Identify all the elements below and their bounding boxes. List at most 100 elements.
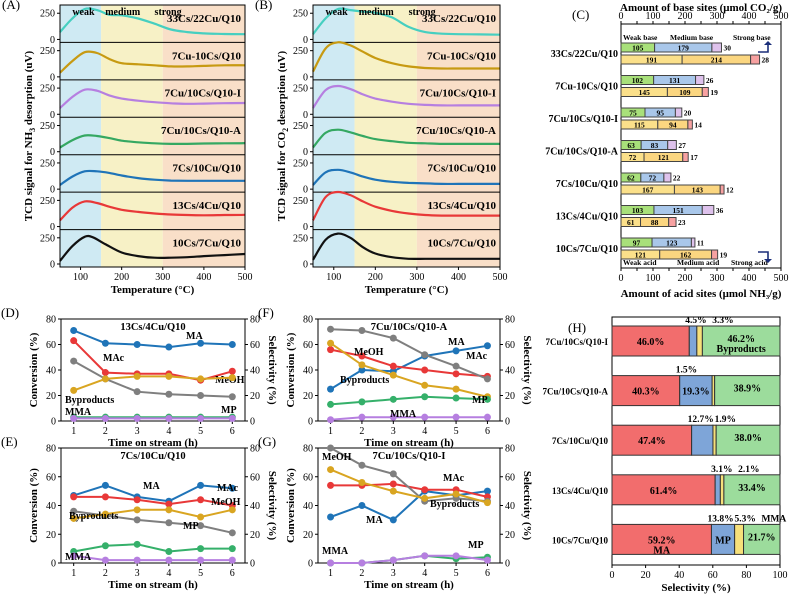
data-point (133, 556, 141, 564)
data-point (389, 413, 397, 421)
bar-value-label: 102 (632, 76, 644, 85)
bar-value-label: 179 (678, 44, 690, 53)
data-point (101, 369, 109, 377)
tpd-curve (312, 7, 501, 36)
series-line-Byproducts (330, 468, 488, 504)
x-tick-label-bottom: 300 (710, 273, 725, 284)
bar-value-label: 17 (690, 153, 698, 162)
y-tick-label: 20 (46, 530, 56, 541)
x-tick-label: 500 (493, 272, 508, 283)
tos-panel-D: 0 0 20 20 40 40 60 60 80 80 1 2 3 4 5 6 Time on stream (… (1, 305, 278, 449)
data-point (452, 413, 460, 421)
data-point (327, 346, 335, 354)
series-label-MAc: MAc (466, 351, 488, 362)
x-axis-title: Time on stream (h) (364, 437, 454, 449)
bar-value-label: 109 (679, 88, 691, 97)
y-tick-label: 250 (293, 46, 308, 57)
bar-strong-base (701, 205, 715, 215)
data-point (228, 556, 236, 564)
y-tick-label: 60 (46, 340, 56, 351)
x-tick-label-top: 0 (619, 11, 624, 22)
bar-MP (691, 424, 714, 456)
y2-tick-label: 0 (250, 559, 255, 570)
data-point (228, 367, 236, 375)
y-tick-label: 250 (40, 233, 55, 244)
data-point (421, 552, 429, 560)
bar-Byproducts (715, 424, 781, 456)
x-tick-label: 0 (610, 570, 615, 581)
bar-strong-acid (668, 217, 677, 227)
bar-value-label: 94 (669, 121, 677, 130)
data-point (133, 341, 141, 348)
selectivity-panel: 0 20 40 60 80 100 Selectivity (%) (H) 7Cu/10Cs/Q… (542, 316, 787, 594)
y-tick-label: 250 (40, 9, 55, 20)
panel-title: 7Cu/10Cs/Q10-A (371, 322, 448, 333)
bar-value-label: 47.4% (638, 436, 666, 447)
bar-MP (714, 474, 721, 506)
y-axis-title: Conversion (%) (28, 332, 40, 407)
zone-strong (416, 5, 500, 267)
category-label: 13Cs/4Cu/Q10 (556, 212, 618, 223)
y2-tick-label: 20 (250, 391, 260, 402)
series-line-MAc (330, 348, 488, 378)
data-point (133, 414, 141, 422)
data-point (228, 529, 236, 537)
y-tick-label: 20 (46, 391, 56, 402)
category-label: 7Cu/10Cs/Q10-A (545, 147, 619, 158)
bar-value-label: 46.2% (727, 334, 755, 345)
y-tick-label: 0 (50, 185, 55, 196)
y-tick-label: 0 (50, 147, 55, 158)
bar-value-label: 123 (666, 239, 678, 248)
y-tick-label: 250 (293, 84, 308, 95)
tpd-curve (312, 84, 500, 109)
data-point (165, 414, 173, 422)
arrow-up-icon (758, 43, 769, 53)
data-point (327, 400, 335, 408)
y2-tick-label: 80 (505, 444, 515, 455)
y-tick-label: 250 (40, 196, 55, 207)
y2-tick-label: 40 (250, 501, 260, 512)
category-label: 7Cu/10Cs/Q10-I (545, 337, 608, 347)
y2-axis-title: Selectivity (%) (266, 471, 278, 541)
x-tick-label: 4 (166, 568, 171, 579)
panel-title: 7Cu/10Cs/Q10-I (373, 451, 446, 462)
x-tick-label-top: 400 (742, 11, 757, 22)
tpd-curve (312, 168, 500, 186)
bar-MMA (696, 325, 703, 357)
data-point (197, 375, 205, 383)
data-point (358, 479, 366, 486)
y-tick-label: 250 (293, 121, 308, 132)
x-tick-label: 2 (359, 426, 364, 437)
x-tick-label: 3 (135, 568, 140, 579)
data-point (228, 374, 236, 382)
x-tick-label: 3 (391, 568, 396, 579)
data-point (101, 493, 109, 501)
series-label: 7Cu/10Cs/Q10-I (420, 88, 496, 100)
y-axis-title-part: TCD signal for NH (23, 131, 35, 221)
bar-strong-acid (687, 119, 693, 130)
y2-tick-label: 60 (505, 340, 515, 351)
data-point (165, 500, 173, 508)
x-tick-label: 5 (198, 568, 203, 579)
category-label: 10Cs/7Cu/Q10 (552, 535, 609, 545)
y-tick-label: 40 (303, 501, 313, 512)
bar-value-label: 26 (706, 76, 714, 85)
data-point (452, 370, 460, 378)
legend-weak-acid: Weak acid (623, 258, 657, 267)
bar-strong-acid (701, 87, 709, 97)
data-point (358, 398, 366, 406)
data-point (389, 362, 397, 370)
data-point (70, 326, 78, 334)
x-tick-label: 200 (114, 272, 129, 283)
bar-value-label: 95 (656, 109, 664, 118)
x-tick-label: 1 (71, 568, 76, 579)
bar-value-label: 72 (629, 153, 637, 162)
series-line-MP (330, 395, 488, 406)
y-tick-label: 0 (50, 35, 55, 46)
y2-axis-title: Selectivity (%) (521, 335, 533, 405)
data-point (389, 334, 397, 342)
data-point (133, 388, 141, 396)
data-point (327, 385, 335, 393)
bar-value-label: 121 (635, 251, 647, 260)
